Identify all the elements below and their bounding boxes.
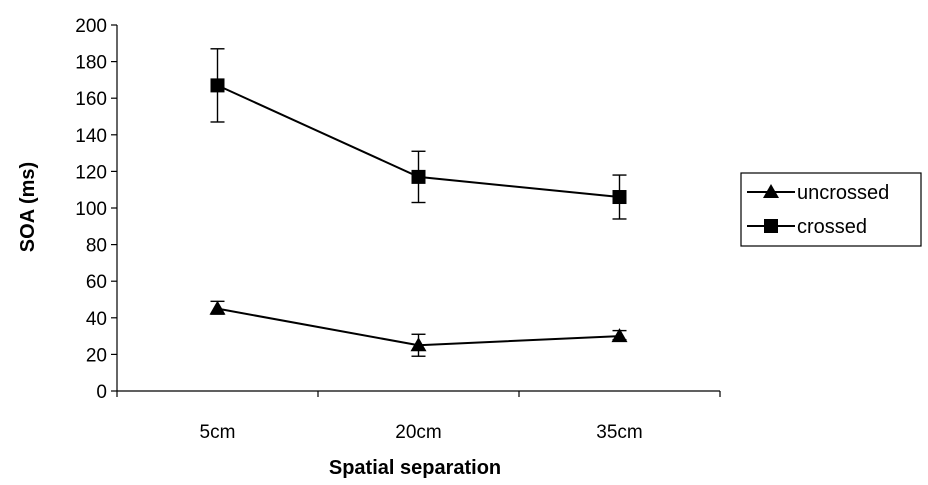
y-tick-label: 40 <box>86 309 107 330</box>
y-tick-label: 120 <box>75 162 107 183</box>
data-point <box>210 78 225 93</box>
data-point <box>410 337 427 352</box>
data-point <box>612 190 627 205</box>
legend-marker <box>764 219 778 233</box>
x-tick-label: 35cm <box>596 422 642 443</box>
x-tick-label: 5cm <box>200 422 236 443</box>
series-layer <box>209 48 628 357</box>
data-point <box>611 328 628 343</box>
y-tick-label: 20 <box>86 345 107 366</box>
series-uncrossed <box>209 300 628 357</box>
y-axis-title: SOA (ms) <box>17 162 39 252</box>
y-tick-label: 60 <box>86 272 107 293</box>
legend-label: crossed <box>797 216 867 238</box>
data-point <box>411 169 426 184</box>
y-axis: 0 20 40 60 80 100 120 140 160 180 200 <box>75 16 118 403</box>
legend-marker <box>763 184 779 198</box>
series-crossed <box>210 48 627 220</box>
y-tick-label: 0 <box>96 382 107 403</box>
y-tick-label: 160 <box>75 89 107 110</box>
data-point <box>209 300 226 315</box>
legend: uncrossed crossed <box>740 172 922 247</box>
x-axis-title: Spatial separation <box>329 457 501 479</box>
x-axis: 5cm 20cm 35cm <box>116 390 721 443</box>
y-tick-label: 200 <box>75 16 107 37</box>
legend-label: uncrossed <box>797 182 889 204</box>
y-tick-label: 140 <box>75 126 107 147</box>
y-tick-label: 100 <box>75 199 107 220</box>
y-tick-label: 80 <box>86 236 107 257</box>
y-tick-label: 180 <box>75 53 107 74</box>
x-tick-label: 20cm <box>395 422 441 443</box>
